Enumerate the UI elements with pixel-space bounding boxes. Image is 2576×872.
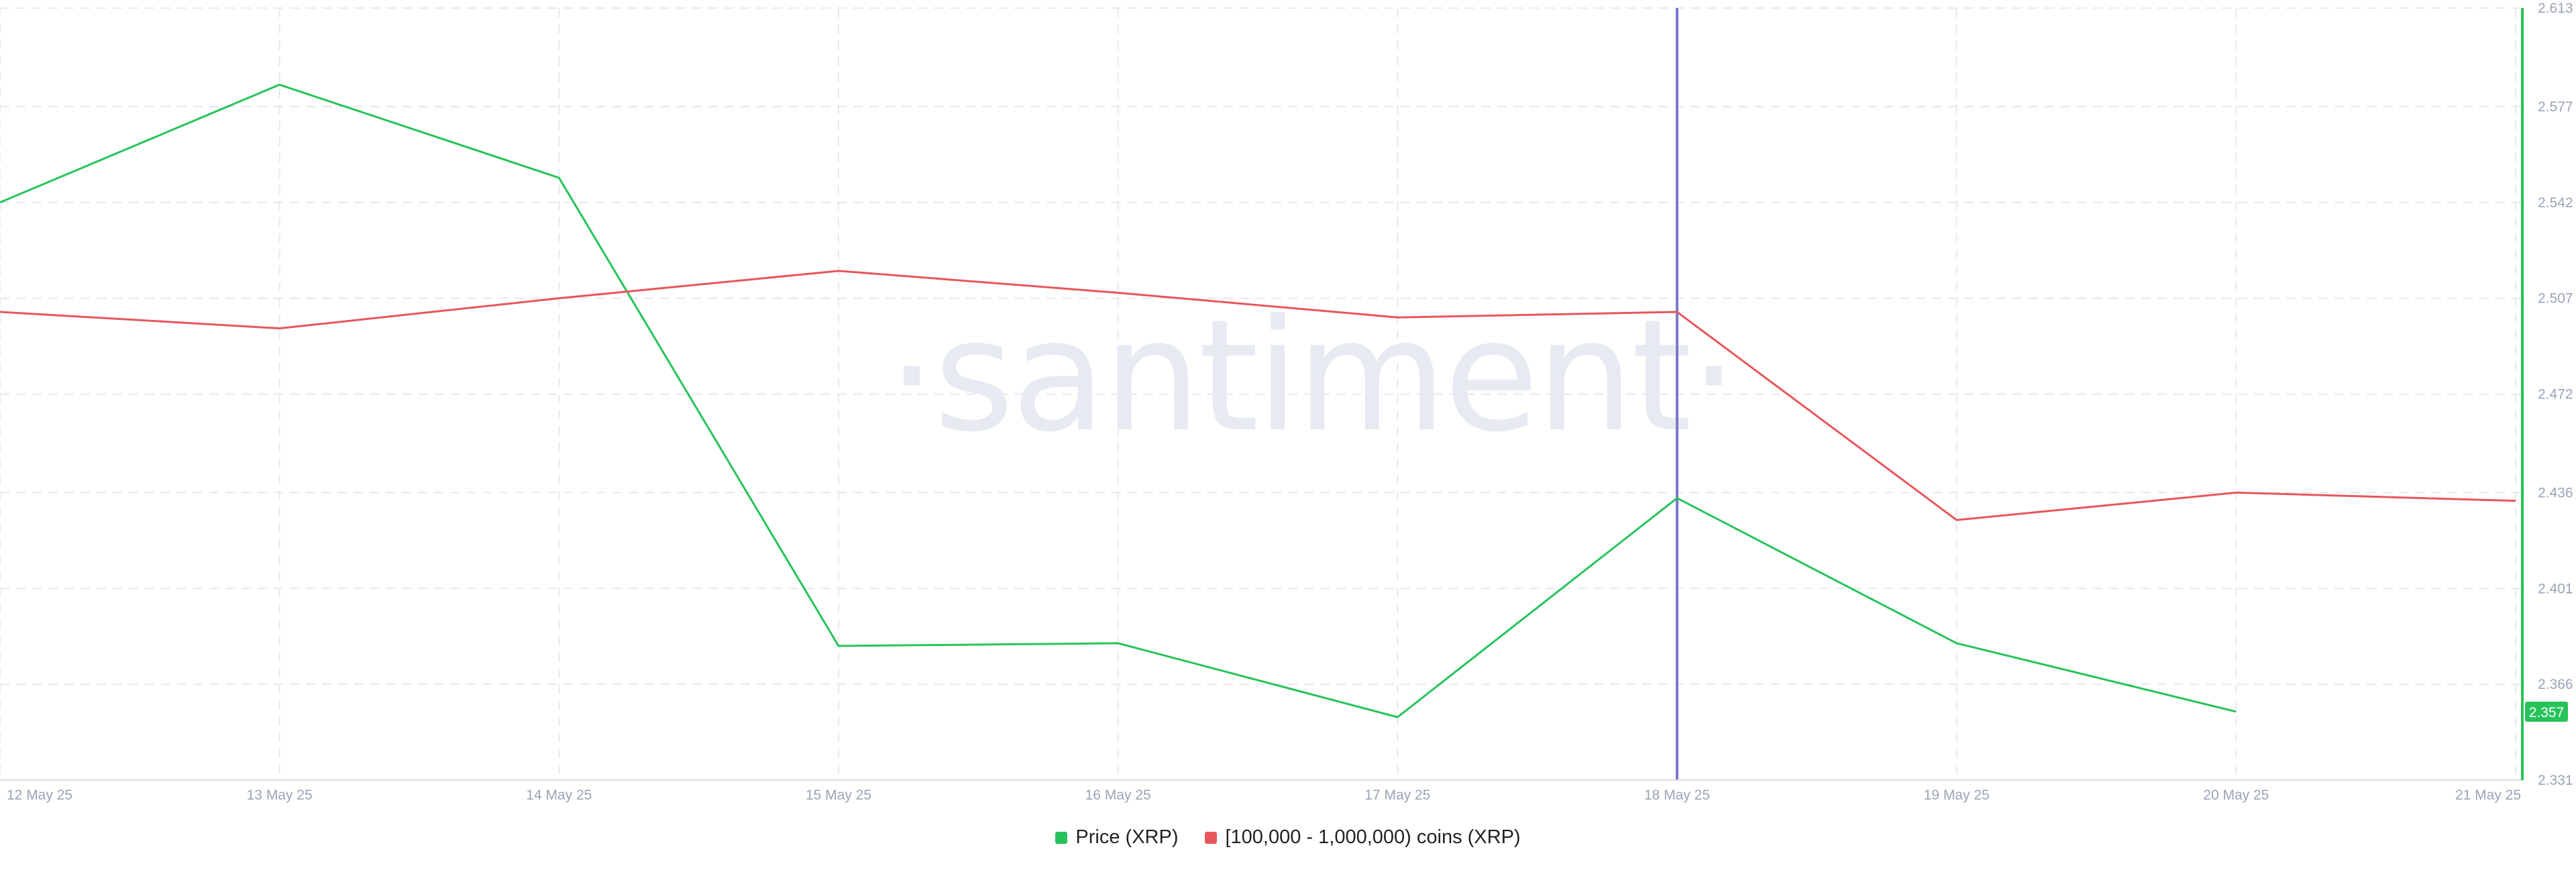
x-tick-label: 20 May 25 xyxy=(2203,787,2269,803)
x-tick-label: 13 May 25 xyxy=(247,787,313,803)
y-tick-label: 2.613 xyxy=(2538,1,2573,16)
y-tick-label: 2.436 xyxy=(2538,485,2573,500)
series-lines xyxy=(0,83,2516,718)
legend-swatch-price xyxy=(1055,831,1068,844)
y-tick-label: 2.507 xyxy=(2538,291,2573,307)
legend: Price (XRP) [100,000 - 1,000,000) coins … xyxy=(0,826,2576,849)
legend-label-holders: [100,000 - 1,000,000) coins (XRP) xyxy=(1225,826,1521,848)
legend-swatch-holders xyxy=(1205,831,1218,844)
y-tick-label: 2.472 xyxy=(2538,387,2573,402)
last-value-badge-text: 2.357 xyxy=(2529,705,2565,720)
grid-lines xyxy=(0,7,2522,781)
y-tick-label: 2.577 xyxy=(2538,99,2573,115)
x-tick-label: 15 May 25 xyxy=(806,787,871,803)
axes: 2.331 2.366 2.401 2.436 2.472 2.507 2.542 2.577… xyxy=(0,1,2573,803)
y-tick-label: 2.542 xyxy=(2538,195,2573,211)
santiment-watermark: ·santiment· xyxy=(888,287,1735,466)
last-value-badge: 2.357 xyxy=(2525,701,2568,722)
y-tick-label: 2.331 xyxy=(2538,773,2573,788)
legend-item-price[interactable]: Price (XRP) xyxy=(1055,826,1178,849)
y-tick-label: 2.401 xyxy=(2538,581,2573,596)
legend-label-price: Price (XRP) xyxy=(1075,826,1179,848)
x-tick-label: 12 May 25 xyxy=(7,787,72,803)
series-line-holders xyxy=(0,270,2516,521)
x-tick-label: 21 May 25 xyxy=(2455,787,2521,803)
x-tick-label: 14 May 25 xyxy=(526,787,592,803)
series-line-price xyxy=(0,83,2237,718)
x-tick-label: 19 May 25 xyxy=(1924,787,1990,803)
last-value-badge-bg xyxy=(2525,701,2568,722)
x-tick-label: 17 May 25 xyxy=(1364,787,1430,803)
legend-item-holders[interactable]: [100,000 - 1,000,000) coins (XRP) xyxy=(1205,826,1521,849)
x-tick-label: 18 May 25 xyxy=(1644,787,1710,803)
y-tick-label: 2.366 xyxy=(2538,677,2573,692)
x-tick-label: 16 May 25 xyxy=(1085,787,1151,803)
